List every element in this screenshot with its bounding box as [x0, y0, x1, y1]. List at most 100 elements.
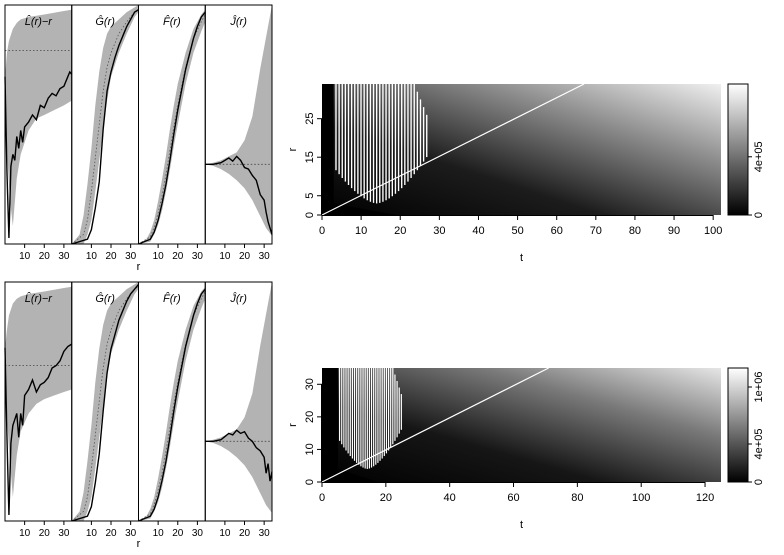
x-tick-label: 100 — [632, 492, 650, 504]
colorbar-gradient — [727, 83, 749, 216]
x-tick-label: 30 — [58, 251, 70, 262]
observed-line — [138, 288, 206, 522]
envelope-band — [138, 286, 206, 521]
x-axis-label: r — [137, 538, 141, 550]
x-tick-label: 90 — [668, 225, 680, 237]
x-tick-label: 10 — [86, 251, 98, 262]
envelope-panel-2: F̂(r) 10 20 30 — [138, 4, 206, 262]
diagonal-line — [321, 83, 585, 216]
y-tick-label: 10 — [304, 443, 316, 455]
x-tick-label: 20 — [239, 528, 251, 539]
envelope-band — [138, 9, 206, 245]
heatmap-stripe — [356, 368, 358, 463]
x-tick-label: 60 — [507, 492, 519, 504]
heatmap-stripe — [375, 368, 377, 465]
envelope-band — [205, 5, 272, 237]
panel-label: Ĝ(r) — [95, 15, 115, 28]
envelope-panel-group-top: L̂(r)−r 10 20 30 Ĝ(r) 10 20 30 F̂(r) 10 20 30 Ĵ(r) 10… — [4, 4, 273, 273]
heatmap-stripe — [347, 368, 349, 454]
heatmap-stripe — [398, 387, 400, 434]
x-tick-label: 20 — [172, 528, 184, 539]
x-tick-label: 30 — [192, 251, 204, 262]
heatmap-stripe — [349, 368, 351, 457]
colorbar-tick-label: 0 — [753, 479, 765, 485]
heatmap-stripe — [343, 368, 345, 448]
panel-frame — [204, 4, 273, 245]
envelope-panel-1: Ĝ(r) 10 20 30 — [71, 4, 139, 262]
envelope-panel-0: L̂(r)−r 10 20 30 — [4, 281, 73, 539]
x-tick-label: 10 — [153, 528, 165, 539]
x-tick-label: 120 — [696, 492, 714, 504]
x-tick-label: 80 — [571, 492, 583, 504]
heatmap-stripe — [345, 368, 347, 451]
heatmap-stripe — [360, 84, 362, 197]
colorbar-gradient — [727, 367, 749, 483]
envelope-panel-group-bottom: L̂(r)−r 10 20 30 Ĝ(r) 10 20 30 F̂(r) 10 20 30 Ĵ(r) 10… — [4, 281, 273, 550]
envelope-panel-0: L̂(r)−r 10 20 30 — [4, 4, 73, 262]
heatmap-bottom: 0 20 40 60 80 100 120 0 10 20 30 t r 0 4e+05 1e+06 — [287, 367, 765, 531]
observed-line — [71, 283, 140, 522]
colorbar: 0 4e+05 — [727, 83, 765, 218]
y-tick-label: 0 — [304, 212, 316, 218]
heatmap-stripe — [341, 84, 343, 178]
y-tick-label: 20 — [304, 411, 316, 423]
y-tick-label: 5 — [304, 193, 316, 199]
heatmap-stripe — [354, 84, 356, 192]
x-tick-label: 30 — [259, 251, 271, 262]
envelope-band — [5, 9, 72, 227]
heatmap-stripe — [419, 99, 422, 167]
x-tick-label: 20 — [394, 225, 406, 237]
x-tick-label: 20 — [39, 251, 51, 262]
x-tick-label: 40 — [472, 225, 484, 237]
heatmap-stripe — [391, 84, 393, 197]
y-axis-label: r — [287, 423, 299, 427]
heatmap-stripe — [396, 381, 398, 438]
observed-line — [205, 155, 273, 235]
observed-line — [205, 429, 273, 482]
heatmap-stripe — [363, 84, 365, 199]
x-tick-label: 30 — [125, 251, 137, 262]
envelope-band — [71, 282, 139, 521]
x-tick-label: 20 — [105, 528, 117, 539]
y-tick-label: 30 — [304, 378, 316, 390]
panel-label: Ĝ(r) — [95, 292, 115, 305]
heatmap-stripe — [382, 84, 384, 202]
heatmap-stripe — [369, 84, 372, 202]
x-tick-label: 10 — [219, 528, 231, 539]
envelope-panel-3: Ĵ(r) 10 20 30 — [204, 4, 273, 262]
heatmap-stripe — [357, 84, 359, 194]
x-tick-label: 30 — [125, 528, 137, 539]
heatmap-stripe — [351, 368, 353, 459]
panel-label: L̂(r)−r — [25, 14, 54, 28]
heatmap-field — [322, 84, 721, 215]
heatmap-stripe — [368, 368, 371, 469]
x-tick-label: 10 — [355, 225, 367, 237]
heatmap-stripe — [385, 368, 388, 454]
x-tick-label: 0 — [319, 225, 325, 237]
x-tick-label: 30 — [259, 528, 271, 539]
heatmap-stripe — [413, 84, 415, 175]
heatmap-stripe — [385, 84, 387, 201]
panel-label: Ĵ(r) — [229, 292, 247, 305]
y-tick-label: 25 — [304, 113, 316, 125]
y-axis-label: r — [287, 147, 299, 151]
heatmap-stripe — [379, 368, 381, 461]
heatmap-stripe — [373, 368, 375, 467]
heatmap-stripe — [426, 114, 428, 158]
heatmap-stripe — [370, 368, 373, 468]
x-axis-label: r — [137, 261, 141, 273]
panel-frame — [204, 281, 273, 522]
x-tick-label: 20 — [380, 492, 392, 504]
x-tick-label: 80 — [629, 225, 641, 237]
heatmap-stripe — [401, 84, 403, 189]
envelope-panel-3: Ĵ(r) 10 20 30 — [204, 281, 273, 539]
envelope-band — [5, 286, 72, 498]
panel-label: Ĵ(r) — [229, 15, 247, 28]
heatmap-stripe — [422, 107, 425, 162]
heatmap-stripe — [362, 368, 364, 468]
x-tick-label: 50 — [511, 225, 523, 237]
heatmap-dark-region — [322, 368, 378, 482]
x-tick-label: 30 — [192, 528, 204, 539]
heatmap-stripe — [387, 368, 390, 451]
